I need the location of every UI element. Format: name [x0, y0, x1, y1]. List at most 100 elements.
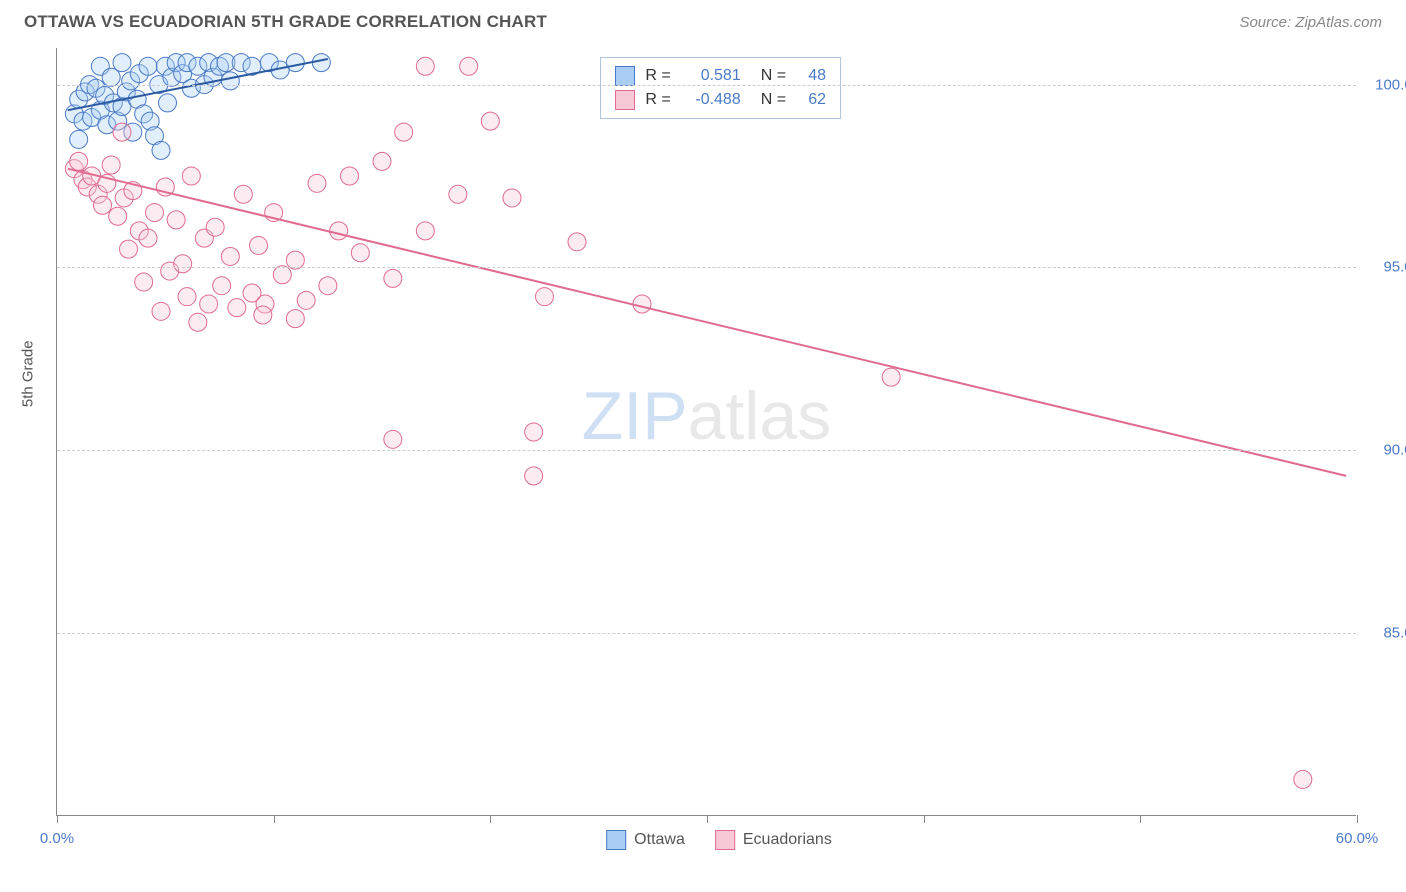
x-tick — [707, 815, 708, 823]
data-point — [481, 112, 499, 130]
x-tick — [1357, 815, 1358, 823]
legend-swatch — [715, 830, 735, 850]
data-point — [273, 266, 291, 284]
data-point — [113, 54, 131, 72]
chart-header: OTTAWA VS ECUADORIAN 5TH GRADE CORRELATI… — [0, 0, 1406, 40]
data-point — [113, 123, 131, 141]
x-tick — [57, 815, 58, 823]
data-point — [159, 94, 177, 112]
data-point — [416, 222, 434, 240]
gridline — [57, 85, 1356, 86]
n-value: 62 — [796, 91, 826, 109]
data-point — [120, 240, 138, 258]
bottom-legend: Ottawa Ecuadorians — [606, 830, 832, 850]
data-point — [254, 306, 272, 324]
data-point — [70, 152, 88, 170]
data-point — [234, 185, 252, 203]
data-point — [384, 269, 402, 287]
chart-title: OTTAWA VS ECUADORIAN 5TH GRADE CORRELATI… — [24, 12, 547, 32]
n-value: 48 — [796, 67, 826, 85]
data-point — [228, 299, 246, 317]
data-point — [139, 57, 157, 75]
data-point — [135, 273, 153, 291]
gridline — [57, 450, 1356, 451]
gridline — [57, 633, 1356, 634]
r-label: R = — [645, 67, 670, 85]
y-tick-label: 100.0% — [1366, 76, 1406, 93]
data-point — [139, 229, 157, 247]
x-tick-label: 60.0% — [1336, 830, 1379, 847]
data-point — [297, 291, 315, 309]
data-point — [109, 207, 127, 225]
data-point — [174, 255, 192, 273]
y-tick-label: 95.0% — [1366, 259, 1406, 276]
legend-label: Ottawa — [634, 831, 685, 849]
data-point — [351, 244, 369, 262]
x-tick — [1140, 815, 1141, 823]
data-point — [449, 185, 467, 203]
data-point — [308, 174, 326, 192]
data-point — [525, 423, 543, 441]
data-point — [460, 57, 478, 75]
bottom-legend-item: Ottawa — [606, 830, 685, 850]
data-point — [146, 204, 164, 222]
data-point — [286, 251, 304, 269]
y-tick-label: 85.0% — [1366, 625, 1406, 642]
data-point — [178, 288, 196, 306]
data-point — [286, 310, 304, 328]
legend-swatch — [606, 830, 626, 850]
data-point — [70, 130, 88, 148]
data-point — [395, 123, 413, 141]
data-point — [1294, 770, 1312, 788]
data-point — [330, 222, 348, 240]
data-point — [312, 54, 330, 72]
legend-swatch — [615, 90, 635, 110]
data-point — [221, 72, 239, 90]
data-point — [200, 295, 218, 313]
chart-source: Source: ZipAtlas.com — [1239, 14, 1382, 31]
gridline — [57, 267, 1356, 268]
data-point — [384, 430, 402, 448]
data-point — [206, 218, 224, 236]
data-point — [102, 156, 120, 174]
data-point — [882, 368, 900, 386]
data-point — [416, 57, 434, 75]
legend-stats-box: R = 0.581 N = 48 R = -0.488 N = 62 — [600, 57, 841, 119]
data-point — [568, 233, 586, 251]
data-point — [633, 295, 651, 313]
legend-stats-row: R = -0.488 N = 62 — [615, 88, 826, 112]
data-point — [167, 211, 185, 229]
data-point — [525, 467, 543, 485]
data-point — [182, 167, 200, 185]
r-label: R = — [645, 91, 670, 109]
x-tick-label: 0.0% — [40, 830, 74, 847]
n-label: N = — [761, 91, 786, 109]
data-point — [536, 288, 554, 306]
data-point — [286, 54, 304, 72]
data-point — [341, 167, 359, 185]
r-value: 0.581 — [681, 67, 741, 85]
data-point — [213, 277, 231, 295]
y-tick-label: 90.0% — [1366, 442, 1406, 459]
bottom-legend-item: Ecuadorians — [715, 830, 832, 850]
y-axis-label: 5th Grade — [20, 340, 37, 407]
data-point — [94, 196, 112, 214]
x-tick — [274, 815, 275, 823]
plot-area: ZIPatlas R =0.581N =48R =-0.488N =62 85.… — [56, 48, 1356, 816]
x-tick — [924, 815, 925, 823]
x-tick — [490, 815, 491, 823]
data-point — [221, 247, 239, 265]
data-point — [319, 277, 337, 295]
data-point — [250, 236, 268, 254]
data-point — [189, 313, 207, 331]
n-label: N = — [761, 67, 786, 85]
data-point — [152, 141, 170, 159]
chart-container: 5th Grade ZIPatlas R =0.581N =48R =-0.48… — [56, 48, 1382, 816]
chart-svg — [57, 48, 1357, 816]
data-point — [373, 152, 391, 170]
legend-swatch — [615, 66, 635, 86]
legend-label: Ecuadorians — [743, 831, 832, 849]
data-point — [152, 302, 170, 320]
data-point — [503, 189, 521, 207]
r-value: -0.488 — [681, 91, 741, 109]
